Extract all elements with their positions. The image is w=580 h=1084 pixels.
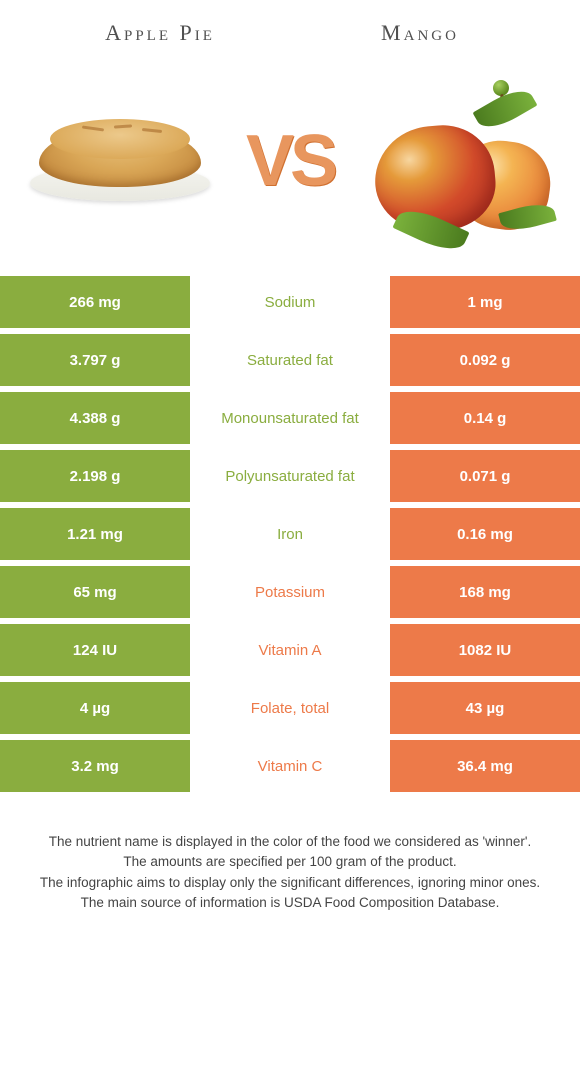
table-row: 124 IUVitamin A1082 IU [0,624,580,676]
right-value: 1 mg [390,276,580,328]
vs-label: VS [246,120,334,202]
nutrient-name: Polyunsaturated fat [190,450,390,502]
comparison-table: 266 mgSodium1 mg 3.797 gSaturated fat0.09… [0,276,580,792]
footer-line: The amounts are specified per 100 gram o… [14,852,566,872]
right-value: 0.071 g [390,450,580,502]
left-value: 4 µg [0,682,190,734]
nutrient-name: Vitamin C [190,740,390,792]
left-value: 65 mg [0,566,190,618]
right-title: Mango [290,20,550,46]
table-row: 3.2 mgVitamin C36.4 mg [0,740,580,792]
table-row: 65 mgPotassium168 mg [0,566,580,618]
left-title: Apple Pie [30,20,290,46]
right-value: 1082 IU [390,624,580,676]
right-value: 0.16 mg [390,508,580,560]
nutrient-name: Folate, total [190,682,390,734]
nutrient-name: Monounsaturated fat [190,392,390,444]
nutrient-name: Sodium [190,276,390,328]
header-left: Apple Pie [30,20,290,46]
left-value: 2.198 g [0,450,190,502]
footer-notes: The nutrient name is displayed in the co… [0,798,580,913]
left-value: 3.797 g [0,334,190,386]
table-row: 2.198 gPolyunsaturated fat0.071 g [0,450,580,502]
footer-line: The nutrient name is displayed in the co… [14,832,566,852]
table-row: 1.21 mgIron0.16 mg [0,508,580,560]
nutrient-name: Iron [190,508,390,560]
right-value: 0.14 g [390,392,580,444]
nutrient-name: Saturated fat [190,334,390,386]
table-row: 4.388 gMonounsaturated fat0.14 g [0,392,580,444]
left-value: 124 IU [0,624,190,676]
left-value: 3.2 mg [0,740,190,792]
left-value: 1.21 mg [0,508,190,560]
left-value: 266 mg [0,276,190,328]
mango-image [360,76,560,246]
left-value: 4.388 g [0,392,190,444]
nutrient-name: Potassium [190,566,390,618]
nutrient-name: Vitamin A [190,624,390,676]
images-row: VS [0,56,580,276]
right-value: 36.4 mg [390,740,580,792]
table-row: 3.797 gSaturated fat0.092 g [0,334,580,386]
table-row: 266 mgSodium1 mg [0,276,580,328]
footer-line: The infographic aims to display only the… [14,873,566,893]
apple-pie-image [20,76,220,246]
right-value: 168 mg [390,566,580,618]
footer-line: The main source of information is USDA F… [14,893,566,913]
table-row: 4 µgFolate, total43 µg [0,682,580,734]
right-value: 0.092 g [390,334,580,386]
right-value: 43 µg [390,682,580,734]
header-right: Mango [290,20,550,46]
header: Apple Pie Mango [0,0,580,56]
